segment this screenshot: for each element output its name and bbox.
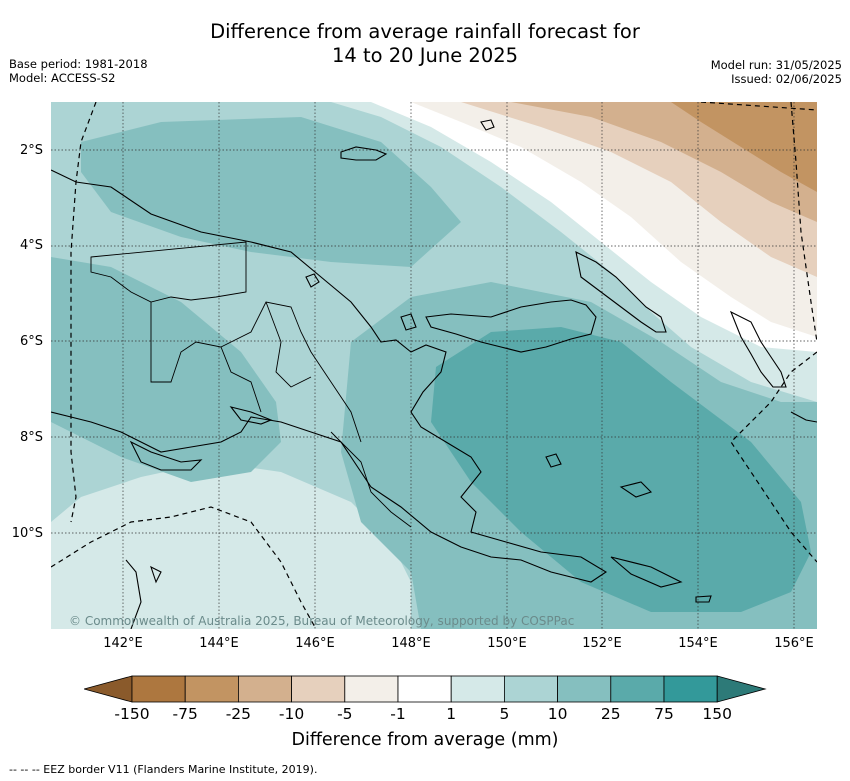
title-line-2: 14 to 20 June 2025 xyxy=(331,44,519,67)
colorbar-extend-low xyxy=(82,675,133,703)
base-period: Base period: 1981-2018 xyxy=(9,57,148,71)
title-line-1: Difference from average rainfall forecas… xyxy=(210,20,640,43)
map-panel xyxy=(51,102,817,629)
colorbar-extend-high xyxy=(716,675,767,703)
colorbar-label: -25 xyxy=(225,705,252,723)
lat-tick-10s: 10°S xyxy=(11,526,43,541)
colorbar-label: -5 xyxy=(337,705,353,723)
rainfall-map xyxy=(51,102,817,629)
lat-tick-8s: 8°S xyxy=(19,430,43,445)
lon-tick-150e: 150°E xyxy=(487,636,527,651)
colorbar xyxy=(82,675,768,703)
colorbar-segment xyxy=(291,675,346,703)
chart-title: Difference from average rainfall forecas… xyxy=(0,20,850,68)
colorbar-title: Difference from average (mm) xyxy=(291,730,559,750)
colorbar-label: 5 xyxy=(499,705,510,723)
colorbar-segment xyxy=(131,675,186,703)
issued-date: Issued: 02/06/2025 xyxy=(731,72,842,86)
contour-10-west xyxy=(51,257,281,482)
colorbar-label: 25 xyxy=(600,705,621,723)
colorbar-label: 75 xyxy=(654,705,674,723)
colorbar-label: -1 xyxy=(390,705,406,723)
model-run: Model run: 31/05/2025 xyxy=(710,58,842,72)
colorbar-label: 150 xyxy=(702,705,732,723)
lon-tick-144e: 144°E xyxy=(199,636,239,651)
lat-tick-6s: 6°S xyxy=(19,334,43,349)
coastlines xyxy=(51,119,817,629)
colorbar-segment xyxy=(557,675,612,703)
colorbar-segment xyxy=(450,675,505,703)
lon-tick-154e: 154°E xyxy=(678,636,718,651)
colorbar-segment xyxy=(503,675,558,703)
colorbar-svg xyxy=(82,675,767,703)
eez-footnote: -- -- -- EEZ border V11 (Flanders Marine… xyxy=(9,763,318,776)
colorbar-segment xyxy=(184,675,239,703)
colorbar-segment xyxy=(237,675,292,703)
colorbar-label: -75 xyxy=(172,705,198,723)
colorbar-segment xyxy=(397,675,452,703)
lon-tick-152e: 152°E xyxy=(582,636,622,651)
model-name: Model: ACCESS-S2 xyxy=(9,71,116,85)
colorbar-label: -150 xyxy=(114,705,150,723)
contour-5-sw xyxy=(51,462,411,629)
lat-tick-4s: 4°S xyxy=(19,238,43,253)
contour-25-core xyxy=(431,327,811,612)
lon-tick-148e: 148°E xyxy=(391,636,431,651)
meta-left: Base period: 1981-2018 Model: ACCESS-S2 xyxy=(9,57,148,85)
lon-tick-146e: 146°E xyxy=(295,636,335,651)
meta-right: Model run: 31/05/2025 Issued: 02/06/2025 xyxy=(711,58,842,86)
colorbar-label: -10 xyxy=(278,705,305,723)
colorbar-label: 10 xyxy=(547,705,568,723)
lon-tick-156e: 156°E xyxy=(774,636,814,651)
contour-minus25-ne xyxy=(671,102,817,192)
copyright-notice: © Commonwealth of Australia 2025, Bureau… xyxy=(69,614,575,628)
colorbar-segment xyxy=(610,675,665,703)
colorbar-segment xyxy=(344,675,399,703)
contour-10-north xyxy=(81,117,461,267)
lon-tick-142e: 142°E xyxy=(103,636,143,651)
colorbar-label: 1 xyxy=(446,705,457,723)
eez-borders xyxy=(51,102,817,629)
lat-tick-2s: 2°S xyxy=(19,143,43,158)
colorbar-segment xyxy=(663,675,718,703)
